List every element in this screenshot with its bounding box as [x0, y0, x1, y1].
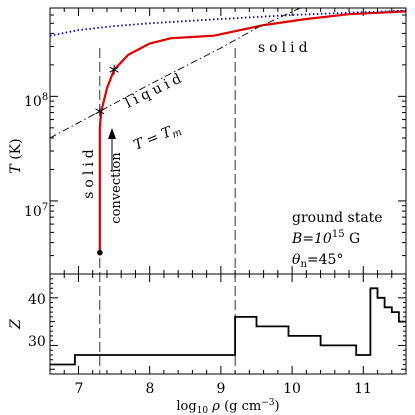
top-panel-markers: [95, 64, 119, 256]
convection-label: convection: [109, 152, 124, 224]
y-tick-label-1e7: 107: [24, 202, 48, 220]
y-tick-label-1e8: 108: [24, 92, 48, 110]
z-tick-label-30: 30: [28, 334, 46, 350]
y-axis-label-temperature: T (K): [8, 138, 24, 173]
series-temperature_profile: [98, 10, 406, 253]
melting-line-label: T = Tm: [132, 121, 184, 156]
liquid-label: liquid: [123, 69, 188, 112]
bottom-panel-series: [50, 287, 406, 366]
series-z_profile: [50, 287, 406, 366]
bottom-panel-frame: [49, 273, 407, 375]
series-melting_line: [50, 8, 302, 139]
x-tick-label-7: 7: [75, 381, 84, 397]
x-axis-label-density: log10 ρ (g cm−3): [176, 398, 279, 415]
marker-star: [95, 106, 105, 117]
marker-dot: [97, 249, 103, 256]
convection-arrow-head: [108, 128, 116, 139]
solid-lower-label: solid: [81, 145, 97, 199]
x-tick-label-8: 8: [146, 381, 155, 397]
angle-label: θn=45°: [292, 252, 343, 270]
series-upper_dotted: [50, 9, 406, 37]
y-axis-label-z: Z: [8, 319, 24, 330]
x-tick-label-10: 10: [283, 381, 301, 397]
field-label: B=1015 G: [291, 229, 360, 247]
z-tick-label-40: 40: [28, 292, 46, 308]
marker-star: [109, 64, 119, 75]
ground-state-label: ground state: [292, 210, 383, 226]
x-tick-label-9: 9: [217, 381, 226, 397]
top-panel-ticks: [49, 7, 407, 275]
x-tick-label-11: 11: [354, 381, 372, 397]
top-panel-series: [50, 8, 406, 253]
solid-upper-label: solid: [258, 40, 312, 56]
bottom-panel-ticks: [49, 273, 407, 374]
